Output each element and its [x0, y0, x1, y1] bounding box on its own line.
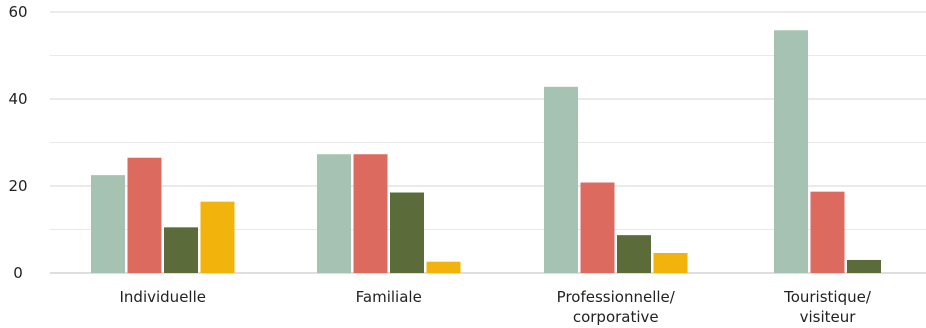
bar: [544, 86, 578, 273]
y-tick-label: 60: [8, 3, 27, 21]
bar: [426, 261, 461, 273]
category-label: Familiale: [356, 288, 422, 306]
bar: [847, 259, 881, 273]
bar: [653, 252, 688, 273]
bar: [164, 227, 198, 273]
category-label: Professionnelle/: [557, 288, 676, 306]
category-label: visiteur: [800, 308, 857, 326]
y-tick-label: 20: [8, 177, 27, 195]
bar: [200, 201, 235, 273]
bars: [91, 30, 881, 273]
x-axis-labels: Individuelle Familiale Professionnelle/cor…: [120, 288, 872, 326]
bar: [317, 154, 351, 273]
y-tick-label: 40: [8, 90, 27, 108]
category-label: Touristique/: [783, 288, 872, 306]
category-label: corporative: [573, 308, 659, 326]
bar: [353, 154, 388, 273]
bar: [810, 191, 845, 273]
bar: [774, 30, 808, 273]
bar: [127, 157, 162, 273]
bar: [580, 182, 615, 273]
y-axis-ticks: 0 20 40 60: [8, 3, 27, 282]
bar: [617, 235, 651, 273]
category-label: Individuelle: [120, 288, 206, 306]
y-tick-label: 0: [13, 264, 23, 282]
bar: [390, 192, 424, 273]
bar: [91, 175, 125, 273]
